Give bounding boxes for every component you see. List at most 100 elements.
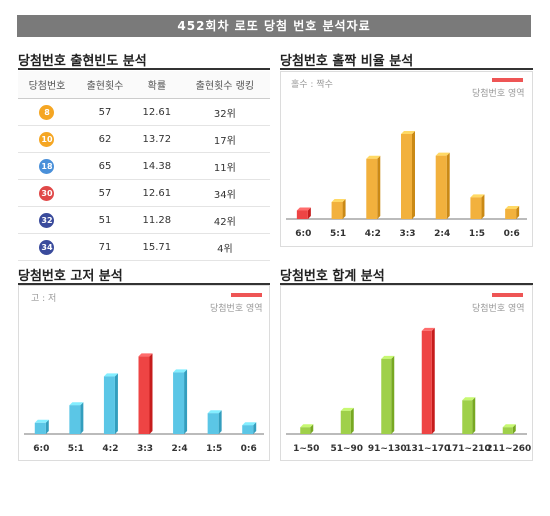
header-prob: 확률 xyxy=(133,71,180,99)
bar-top xyxy=(505,205,520,209)
bar xyxy=(340,410,351,434)
number-ball: 8 xyxy=(39,104,55,120)
number-ball: 10 xyxy=(39,131,55,147)
sum-legend-label: 당첨번호 영역 xyxy=(472,304,525,314)
count-cell: 65 xyxy=(75,152,134,180)
number-ball: 18 xyxy=(39,158,55,174)
bar-side xyxy=(391,355,395,434)
bar xyxy=(366,158,378,219)
bar-side xyxy=(412,131,415,219)
bar-side xyxy=(184,369,188,434)
bar xyxy=(502,427,513,434)
highlow-legend-swatch xyxy=(231,293,262,297)
highlow-title: 당첨번호 고저 분석 xyxy=(18,269,123,284)
bar xyxy=(242,425,254,434)
header-rank: 출현횟수 랭킹 xyxy=(179,71,270,99)
tick-label: 1:5 xyxy=(469,229,485,239)
tick-label: 171~210 xyxy=(446,444,491,454)
bar-side xyxy=(253,422,257,434)
bar xyxy=(462,400,473,434)
frequency-row: 34 71 15.71 4위 xyxy=(18,233,270,261)
oddeven-legend-swatch xyxy=(492,78,523,82)
bar-side xyxy=(446,152,450,219)
rank-cell: 34위 xyxy=(179,179,270,207)
rank-cell: 32위 xyxy=(179,98,270,126)
frequency-row: 30 57 12.61 34위 xyxy=(18,179,270,207)
prob-cell: 15.71 xyxy=(133,233,180,261)
tick-label: 2:4 xyxy=(434,229,450,239)
bar-top xyxy=(421,327,435,331)
sum-title: 당첨번호 합계 분석 xyxy=(280,269,385,284)
header-count: 출현횟수 xyxy=(75,71,134,99)
count-cell: 71 xyxy=(75,233,134,261)
bar xyxy=(69,405,81,434)
number-ball: 34 xyxy=(39,239,55,255)
tick-label: 4:2 xyxy=(365,229,381,239)
oddeven-legend-label: 당첨번호 영역 xyxy=(472,89,525,99)
bar-top xyxy=(103,373,118,377)
number-cell: 8 xyxy=(18,98,76,126)
highlow-legend-label: 당첨번호 영역 xyxy=(210,304,263,314)
bar-top xyxy=(366,155,381,159)
bar xyxy=(296,210,308,219)
bar-top xyxy=(242,422,257,426)
bar xyxy=(435,155,447,219)
number-cell: 34 xyxy=(18,233,76,261)
bar xyxy=(505,208,517,219)
number-cell: 18 xyxy=(18,152,76,180)
sum-legend-swatch xyxy=(492,293,523,297)
bar-side xyxy=(481,194,485,219)
tick-label: 91~130 xyxy=(368,444,407,454)
tick-label: 6:0 xyxy=(33,444,49,454)
bar-side xyxy=(218,410,222,434)
count-cell: 57 xyxy=(75,179,134,207)
bar-side xyxy=(431,327,435,434)
bar-top xyxy=(138,353,153,357)
number-cell: 10 xyxy=(18,125,76,153)
tick-label: 1:5 xyxy=(206,444,222,454)
number-cell: 30 xyxy=(18,179,76,207)
page-banner: 452회차 로또 당첨 번호 분석자료 xyxy=(17,15,531,37)
bar xyxy=(381,358,392,434)
rank-cell: 17위 xyxy=(179,125,270,153)
bar-top xyxy=(300,424,314,428)
bar-top xyxy=(207,410,222,414)
bar-top xyxy=(34,419,49,423)
bar-top xyxy=(173,369,188,373)
prob-cell: 13.72 xyxy=(133,125,180,153)
bar-side xyxy=(310,424,314,434)
oddeven-note: 홀수 : 짝수 xyxy=(291,80,333,90)
bar-side xyxy=(350,407,354,434)
highlow-title-underline xyxy=(18,283,270,285)
bar-top xyxy=(470,194,485,198)
bar-side xyxy=(472,397,476,434)
tick-label: 211~260 xyxy=(486,444,531,454)
bar-side xyxy=(512,424,516,434)
bar xyxy=(300,427,311,434)
tick-label: 2:4 xyxy=(172,444,188,454)
oddeven-title-underline xyxy=(280,68,533,70)
bar xyxy=(470,197,482,219)
bar-top xyxy=(502,424,516,428)
prob-cell: 12.61 xyxy=(133,98,180,126)
bar-top xyxy=(69,402,84,406)
frequency-title-underline xyxy=(18,68,270,70)
rank-cell: 4위 xyxy=(179,233,270,261)
bar-side xyxy=(114,373,118,434)
bar-top xyxy=(462,397,476,401)
tick-label: 51~90 xyxy=(330,444,363,454)
bar xyxy=(331,202,343,219)
bar-top xyxy=(340,407,354,411)
tick-label: 4:2 xyxy=(102,444,118,454)
tick-label: 3:3 xyxy=(137,444,153,454)
bar-top xyxy=(381,355,395,359)
frequency-row: 32 51 11.28 42위 xyxy=(18,206,270,234)
tick-label: 131~170 xyxy=(405,444,450,454)
bar-top xyxy=(401,131,415,134)
oddeven-title: 당첨번호 홀짝 비율 분석 xyxy=(280,54,414,69)
highlow-note: 고 : 저 xyxy=(31,294,57,304)
prob-cell: 12.61 xyxy=(133,179,180,207)
prob-cell: 14.38 xyxy=(133,152,180,180)
count-cell: 62 xyxy=(75,125,134,153)
